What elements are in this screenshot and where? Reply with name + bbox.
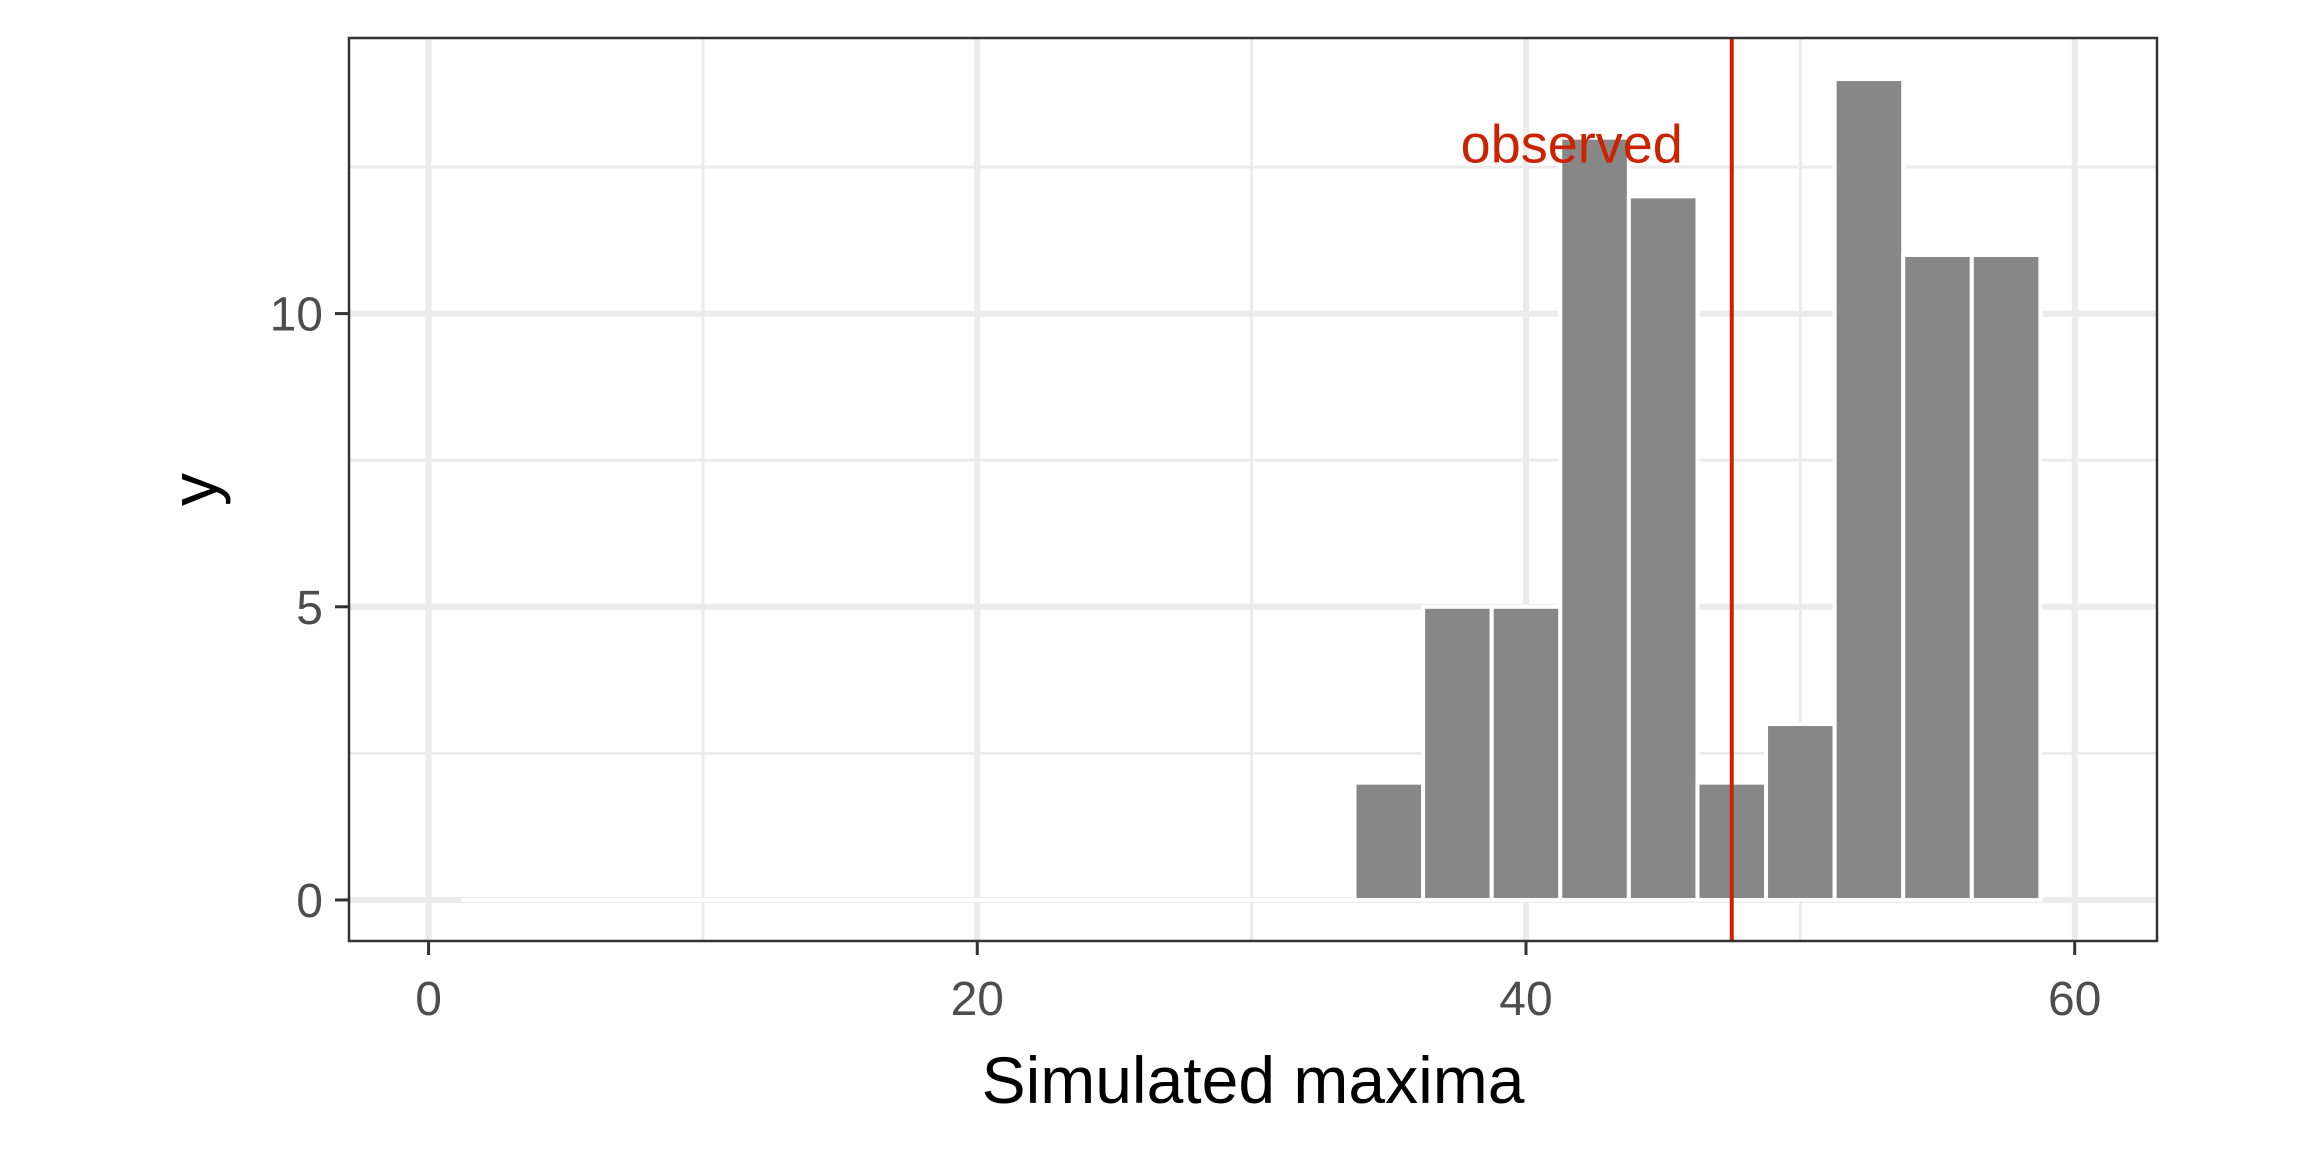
histogram-bar <box>1969 252 2043 902</box>
histogram-bar <box>1558 135 1631 902</box>
reference-layer: observed <box>1461 38 1734 941</box>
histogram-bar <box>1901 252 1974 902</box>
observed-annotation: observed <box>1461 115 1683 175</box>
y-tick-label: 0 <box>296 875 323 928</box>
histogram-bar <box>1832 77 1906 902</box>
x-tick-label: 20 <box>951 973 1004 1026</box>
histogram-bar <box>1421 604 1494 902</box>
x-axis-title: Simulated maxima <box>982 1043 1525 1117</box>
y-axis-title: y <box>157 473 231 506</box>
x-tick-label: 0 <box>415 973 442 1026</box>
x-tick-label: 40 <box>1499 973 1552 1026</box>
axes: 0 20 40 60 0 5 10 <box>270 289 2102 1026</box>
panel-border <box>347 36 2159 943</box>
histogram-bar <box>1764 722 1837 902</box>
y-tick-label: 10 <box>270 289 323 342</box>
histogram-bar <box>1626 194 1700 902</box>
histogram-bar <box>1489 604 1563 902</box>
x-tick-label: 60 <box>2048 973 2101 1026</box>
histogram-bars <box>460 77 2043 902</box>
y-tick-label: 5 <box>296 582 323 635</box>
histogram-bar <box>1352 780 1426 902</box>
